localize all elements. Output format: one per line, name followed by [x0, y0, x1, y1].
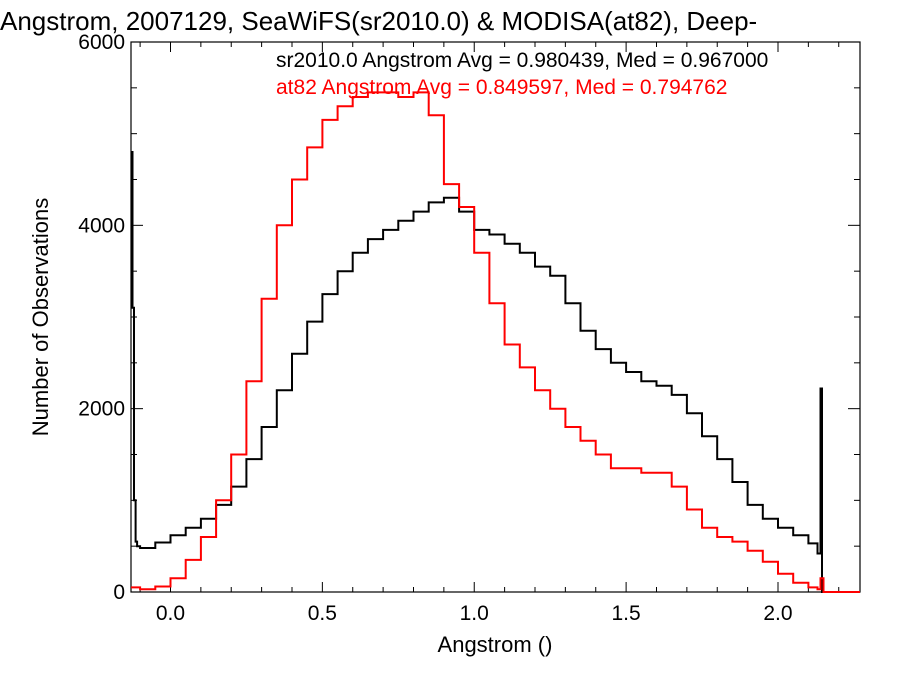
y-tick-label: 4000: [78, 214, 125, 237]
x-tick-label: 2.0: [763, 602, 792, 625]
axis-ticks: [131, 41, 860, 593]
y-tick-label: 2000: [78, 398, 125, 421]
legend-entry-at82: at82 Angstrom Avg = 0.849597, Med = 0.79…: [276, 76, 727, 99]
tick-labels: 0.0 0.5 1.0 1.5 2.0 0 2000 4000 6000: [78, 31, 792, 625]
legend-entry-sr2010: sr2010.0 Angstrom Avg = 0.980439, Med = …: [276, 49, 768, 72]
x-tick-label: 1.5: [612, 602, 641, 625]
x-tick-label: 0.5: [308, 602, 337, 625]
y-tick-label: 0: [113, 581, 125, 604]
y-axis-title: Number of Observations: [28, 198, 53, 436]
series-line-at82: [131, 91, 860, 593]
x-axis-title: Angstrom (): [438, 632, 553, 657]
plot-frame: [130, 41, 861, 593]
y-tick-label: 6000: [78, 31, 125, 54]
legend: sr2010.0 Angstrom Avg = 0.980439, Med = …: [276, 49, 768, 99]
x-tick-label: 0.0: [156, 602, 185, 625]
series-line-sr2010: [131, 151, 860, 593]
x-tick-label: 1.0: [460, 602, 489, 625]
chart-title: Angstrom, 2007129, SeaWiFS(sr2010.0) & M…: [0, 6, 757, 36]
series-lines: [131, 91, 860, 593]
